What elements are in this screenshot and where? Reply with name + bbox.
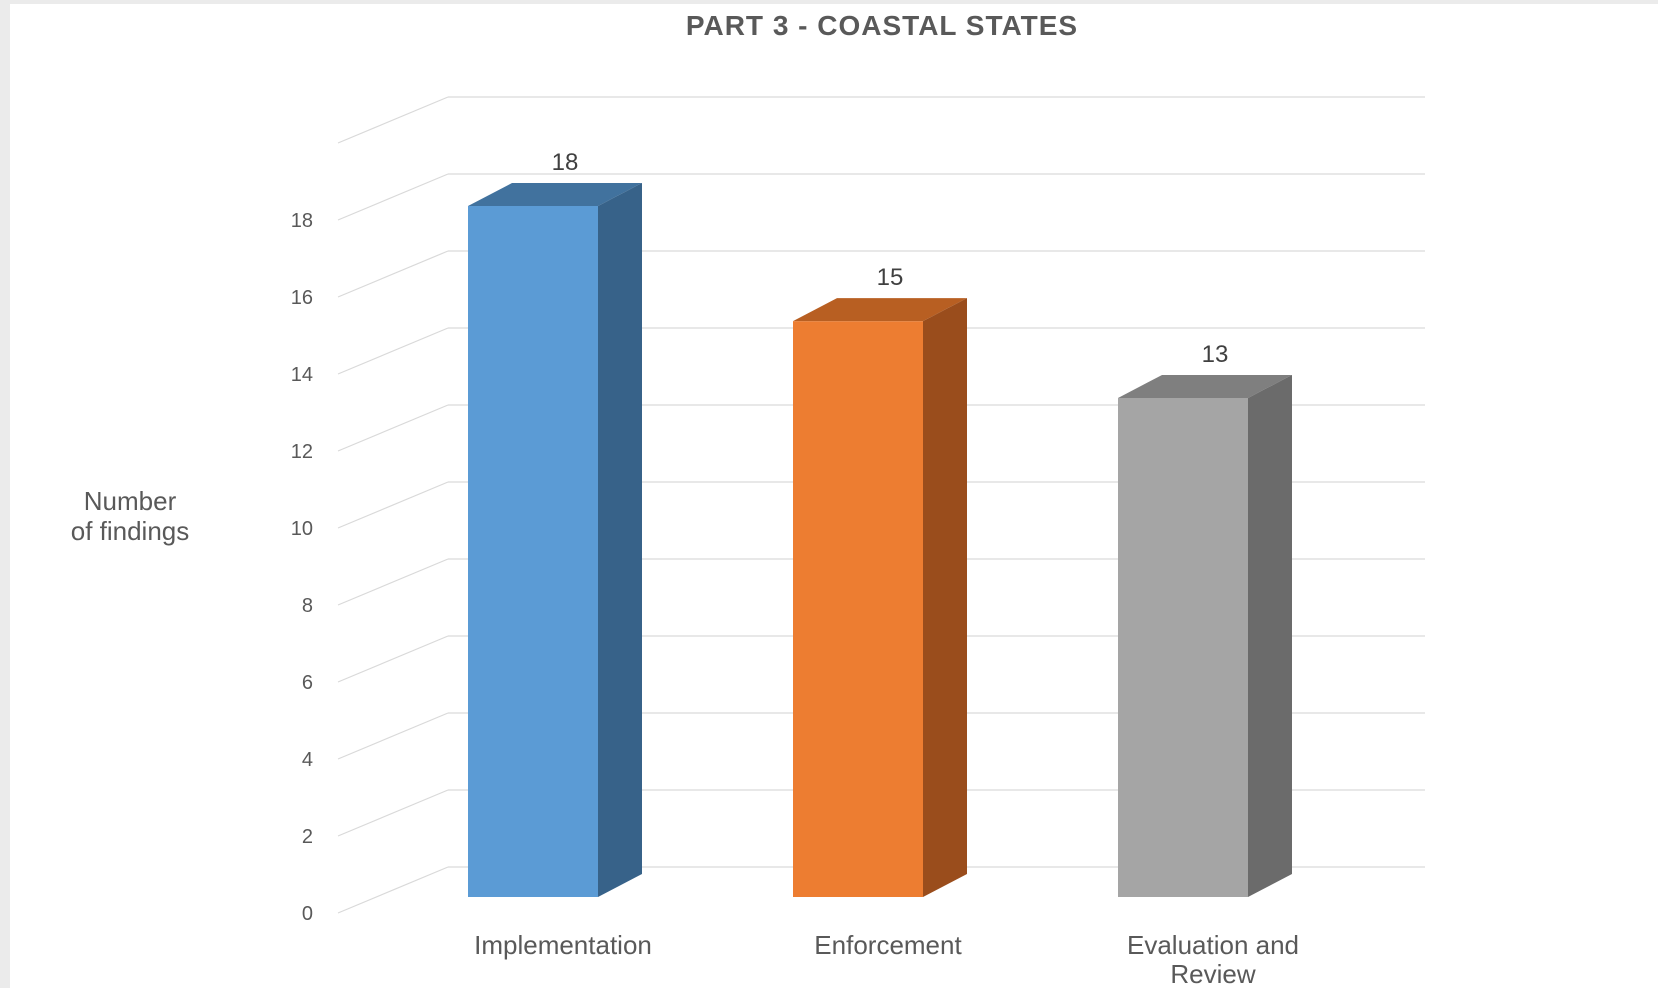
gridline-side	[337, 481, 449, 529]
gridline-side	[337, 558, 449, 606]
y-tick-label: 12	[291, 441, 313, 463]
bar-top	[793, 298, 967, 322]
y-axis-title-line: of findings	[71, 516, 190, 546]
category-label-line: Enforcement	[814, 930, 962, 960]
bar	[793, 321, 923, 898]
gridline-side	[337, 250, 449, 298]
y-tick-label: 14	[291, 364, 313, 386]
gridline-side	[337, 635, 449, 683]
gridline-side	[337, 866, 449, 914]
data-label: 18	[552, 149, 579, 176]
data-label: 13	[1202, 341, 1229, 368]
data-labels: 18 15 13	[552, 149, 1229, 368]
category-label-line: Implementation	[474, 930, 652, 960]
bar	[1118, 397, 1248, 897]
gridline-side	[337, 712, 449, 760]
y-axis-title-line: Number	[84, 486, 177, 516]
x-axis-categories: Implementation Enforcement Evaluation and R…	[474, 930, 1299, 988]
bar-side	[923, 298, 967, 898]
bars	[468, 183, 1292, 898]
bar-side	[1248, 374, 1292, 897]
y-tick-label: 6	[302, 672, 313, 694]
category-label-line: Review	[1170, 959, 1255, 988]
bar-top	[1118, 374, 1292, 398]
y-axis-title: Number of findings	[71, 486, 190, 546]
y-tick-label: 10	[291, 518, 313, 540]
y-tick-label: 2	[302, 826, 313, 848]
category-label: Evaluation and Review	[1127, 930, 1299, 988]
bar-side	[598, 183, 642, 897]
gridline-side	[337, 173, 449, 221]
gridline-side	[337, 789, 449, 837]
category-label-line: Evaluation and	[1127, 930, 1299, 960]
gridline-side	[337, 404, 449, 452]
bar-top	[468, 183, 642, 206]
chart-title: PART 3 - COASTAL STATES	[686, 10, 1078, 41]
y-tick-label: 8	[302, 595, 313, 617]
y-tick-label: 16	[291, 287, 313, 309]
y-axis-ticks: 0 2 4 6 8 10 12 14 16 18	[291, 210, 313, 925]
bar	[468, 206, 598, 897]
gridline-side	[337, 96, 449, 144]
category-label: Implementation	[474, 930, 652, 960]
category-label: Enforcement	[814, 930, 962, 960]
data-label: 15	[877, 264, 904, 291]
y-tick-label: 0	[302, 903, 313, 925]
gridline-side	[337, 327, 449, 375]
y-tick-label: 18	[291, 210, 313, 232]
y-tick-label: 4	[302, 749, 313, 771]
